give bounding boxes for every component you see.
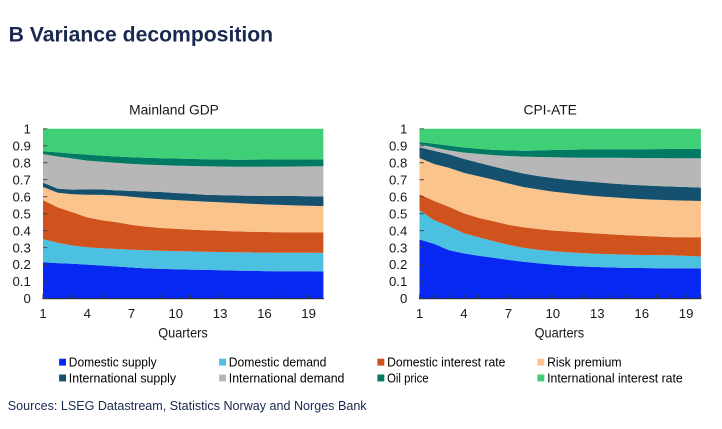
svg-text:International demand: International demand: [229, 371, 345, 386]
svg-text:0.5: 0.5: [12, 206, 30, 221]
svg-text:Domestic interest rate: Domestic interest rate: [387, 354, 505, 369]
svg-text:Oil price: Oil price: [387, 371, 429, 386]
svg-text:16: 16: [634, 306, 649, 321]
svg-text:7: 7: [505, 306, 512, 321]
svg-text:0.1: 0.1: [389, 274, 407, 289]
svg-text:0: 0: [400, 291, 407, 306]
svg-text:1: 1: [400, 121, 407, 136]
svg-text:10: 10: [168, 306, 183, 321]
svg-text:19: 19: [301, 306, 316, 321]
svg-text:1: 1: [416, 306, 423, 321]
svg-text:7: 7: [128, 306, 135, 321]
svg-text:0.6: 0.6: [12, 189, 30, 204]
svg-text:Sources: LSEG Datastream, Stat: Sources: LSEG Datastream, Statistics Nor…: [8, 398, 367, 413]
svg-text:B Variance decomposition: B Variance decomposition: [9, 22, 274, 47]
svg-text:0.4: 0.4: [12, 223, 30, 238]
svg-text:1: 1: [39, 306, 46, 321]
svg-text:0.8: 0.8: [389, 155, 407, 170]
svg-text:Quarters: Quarters: [535, 326, 585, 341]
svg-text:0.8: 0.8: [12, 155, 30, 170]
svg-text:0.4: 0.4: [389, 223, 407, 238]
svg-text:0.3: 0.3: [389, 240, 407, 255]
svg-text:4: 4: [460, 306, 467, 321]
svg-text:0.9: 0.9: [12, 138, 30, 153]
svg-text:0.7: 0.7: [389, 172, 407, 187]
svg-text:0.1: 0.1: [12, 274, 30, 289]
svg-text:0.7: 0.7: [12, 172, 30, 187]
svg-text:0.2: 0.2: [389, 257, 407, 272]
svg-text:Domestic demand: Domestic demand: [229, 354, 327, 369]
svg-text:13: 13: [590, 306, 605, 321]
svg-text:0.9: 0.9: [389, 138, 407, 153]
svg-text:1: 1: [23, 121, 30, 136]
svg-text:4: 4: [84, 306, 91, 321]
svg-text:0.6: 0.6: [389, 189, 407, 204]
svg-text:Risk premium: Risk premium: [547, 354, 621, 369]
svg-text:Quarters: Quarters: [158, 326, 208, 341]
svg-text:16: 16: [257, 306, 272, 321]
svg-text:International interest rate: International interest rate: [547, 371, 683, 386]
svg-text:13: 13: [213, 306, 228, 321]
svg-text:19: 19: [679, 306, 694, 321]
svg-text:0.2: 0.2: [12, 257, 30, 272]
svg-text:CPI-ATE: CPI-ATE: [524, 102, 577, 118]
svg-text:Mainland GDP: Mainland GDP: [129, 102, 219, 118]
svg-text:10: 10: [545, 306, 560, 321]
svg-text:Domestic supply: Domestic supply: [69, 354, 157, 369]
svg-text:0: 0: [23, 291, 30, 306]
svg-text:0.5: 0.5: [389, 206, 407, 221]
svg-text:International supply: International supply: [69, 371, 177, 386]
svg-text:0.3: 0.3: [12, 240, 30, 255]
